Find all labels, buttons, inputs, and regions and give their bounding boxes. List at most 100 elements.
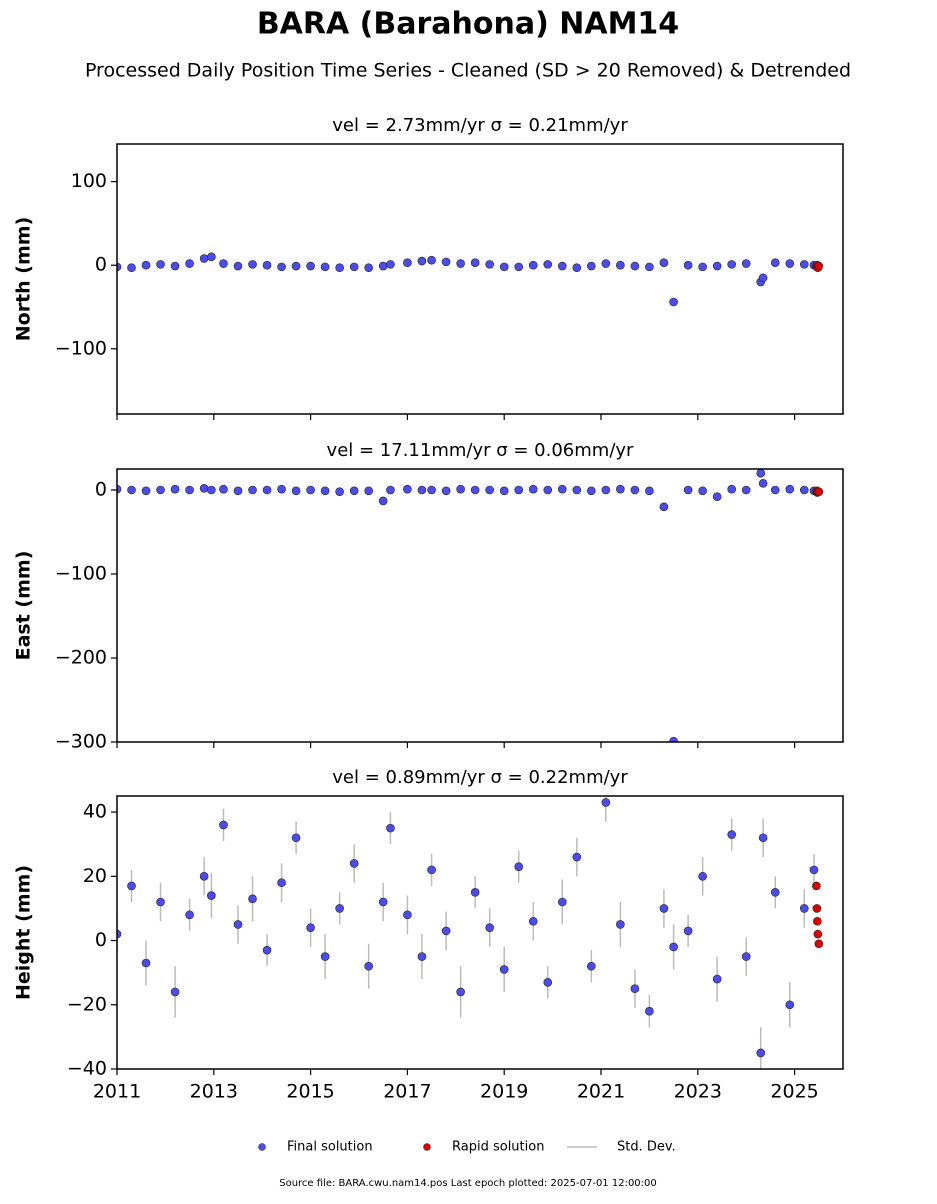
data-point (233, 261, 243, 271)
data-point (813, 916, 822, 926)
data-point (207, 485, 216, 495)
data-point (441, 257, 451, 267)
y-tick-label: −40 (67, 1058, 107, 1080)
data-point (557, 897, 567, 907)
data-point (427, 255, 436, 265)
data-point (127, 263, 136, 273)
data-point (499, 965, 509, 974)
data-point (403, 258, 412, 267)
data-point (514, 862, 524, 871)
data-point (262, 485, 272, 495)
data-point (543, 260, 553, 269)
data-point (320, 486, 330, 496)
y-axis-label: East (mm) (13, 551, 35, 661)
data-point (601, 485, 611, 495)
y-tick-label: −100 (55, 563, 107, 585)
data-point (335, 263, 344, 273)
data-point (528, 916, 538, 926)
data-point (291, 261, 301, 271)
data-point (441, 486, 451, 496)
data-point (557, 261, 567, 271)
data-point (712, 974, 722, 984)
data-point (233, 486, 243, 496)
data-point (669, 736, 678, 742)
data-point (698, 871, 707, 881)
data-point (645, 1006, 654, 1016)
data-point (557, 484, 567, 494)
axes-frame (116, 468, 844, 743)
data-point (514, 485, 524, 495)
data-point (758, 478, 768, 488)
y-tick-label: 0 (95, 479, 107, 501)
data-point (799, 260, 809, 269)
data-point (156, 897, 165, 907)
data-point (349, 486, 359, 496)
data-point (645, 262, 654, 272)
data-point (587, 261, 596, 271)
data-point (199, 484, 209, 493)
data-point (616, 920, 625, 929)
data-point (117, 262, 122, 272)
y-tick-label: 20 (83, 865, 107, 887)
panel-title: vel = 0.89mm/yr σ = 0.22mm/yr (332, 767, 628, 788)
data-point (572, 263, 582, 273)
data-point (799, 904, 809, 913)
data-point (364, 263, 373, 273)
y-tick-label: 100 (71, 170, 107, 192)
data-point (645, 486, 654, 496)
data-point (683, 260, 693, 270)
y-tick-label: −200 (55, 647, 107, 669)
data-point (403, 910, 412, 920)
y-tick-label: −100 (55, 337, 107, 359)
data-point (659, 502, 669, 512)
data-point (141, 486, 151, 496)
panel-title: vel = 2.73mm/yr σ = 0.21mm/yr (332, 115, 628, 136)
y-axis-label: Height (mm) (13, 865, 35, 1000)
data-point (386, 260, 395, 269)
data-point (219, 484, 228, 494)
data-point (262, 945, 272, 955)
data-point (543, 485, 553, 495)
data-point (659, 904, 669, 913)
data-point (727, 260, 736, 269)
data-point (456, 484, 465, 494)
data-point (117, 929, 122, 939)
data-point (277, 262, 286, 272)
data-point (683, 926, 693, 936)
y-tick-label: −300 (55, 731, 107, 753)
x-tick-label: 2013 (190, 1081, 238, 1103)
data-point (156, 260, 165, 269)
data-point (741, 952, 751, 961)
data-point (741, 485, 751, 495)
data-point (199, 871, 209, 881)
data-point (669, 942, 678, 952)
plot-area (117, 796, 824, 1069)
x-tick-label: 2025 (770, 1081, 818, 1103)
data-point (659, 258, 669, 267)
data-point (587, 961, 596, 971)
legend-marker (258, 1143, 266, 1151)
data-point (785, 484, 795, 494)
data-point (170, 987, 180, 997)
legend-label: Final solution (287, 1140, 373, 1155)
data-point (683, 485, 693, 495)
data-point (814, 487, 824, 496)
data-point (141, 260, 151, 270)
data-point (277, 878, 286, 888)
data-point (785, 259, 795, 268)
data-point (335, 904, 344, 913)
data-point (587, 486, 596, 496)
data-point (470, 888, 480, 897)
data-point (601, 798, 611, 807)
data-point (378, 897, 388, 907)
data-point (364, 486, 373, 496)
data-point (456, 259, 465, 268)
data-point (291, 486, 301, 496)
data-point (349, 859, 359, 868)
data-point (499, 262, 509, 272)
data-point (117, 484, 122, 494)
data-point (727, 484, 736, 494)
data-point (572, 485, 582, 495)
data-point (712, 261, 722, 271)
